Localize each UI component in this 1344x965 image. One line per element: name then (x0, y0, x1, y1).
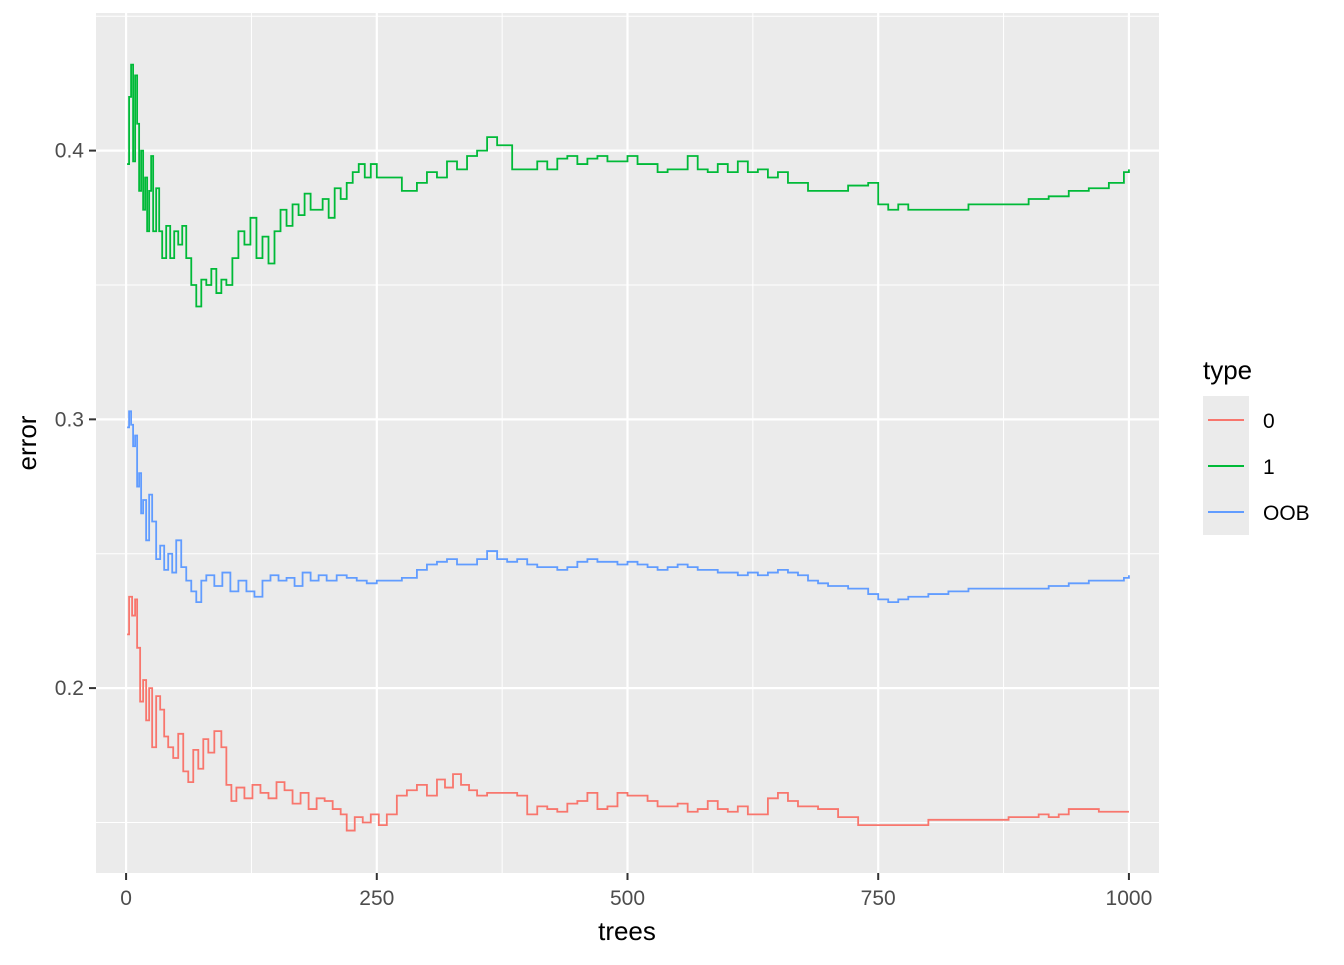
x-tick-label: 1000 (1106, 887, 1153, 910)
series-line-1 (127, 63, 1130, 308)
series-line-0 (127, 595, 1129, 832)
legend-keys: 0 1 OOB (1203, 396, 1310, 535)
legend-label: OOB (1263, 502, 1310, 525)
x-tick-label: 0 (120, 887, 132, 910)
x-axis-title: trees (598, 916, 656, 946)
series-line-oob (127, 410, 1130, 603)
y-axis-title: error (12, 415, 42, 470)
legend-title: type (1203, 355, 1252, 385)
legend-label: 1 (1263, 456, 1275, 479)
series-layer (127, 63, 1130, 832)
y-axis: 0.2 0.3 0.4 (55, 140, 96, 700)
y-tick-label: 0.2 (55, 677, 84, 700)
x-tick-label: 250 (359, 887, 394, 910)
x-tick-label: 750 (861, 887, 896, 910)
y-tick-label: 0.4 (55, 140, 85, 163)
legend: type 0 1 OOB (1203, 355, 1310, 535)
x-tick-label: 500 (610, 887, 645, 910)
x-axis: 0 250 500 750 1000 (120, 873, 1152, 910)
legend-label: 0 (1263, 410, 1275, 433)
y-tick-label: 0.3 (55, 408, 84, 431)
